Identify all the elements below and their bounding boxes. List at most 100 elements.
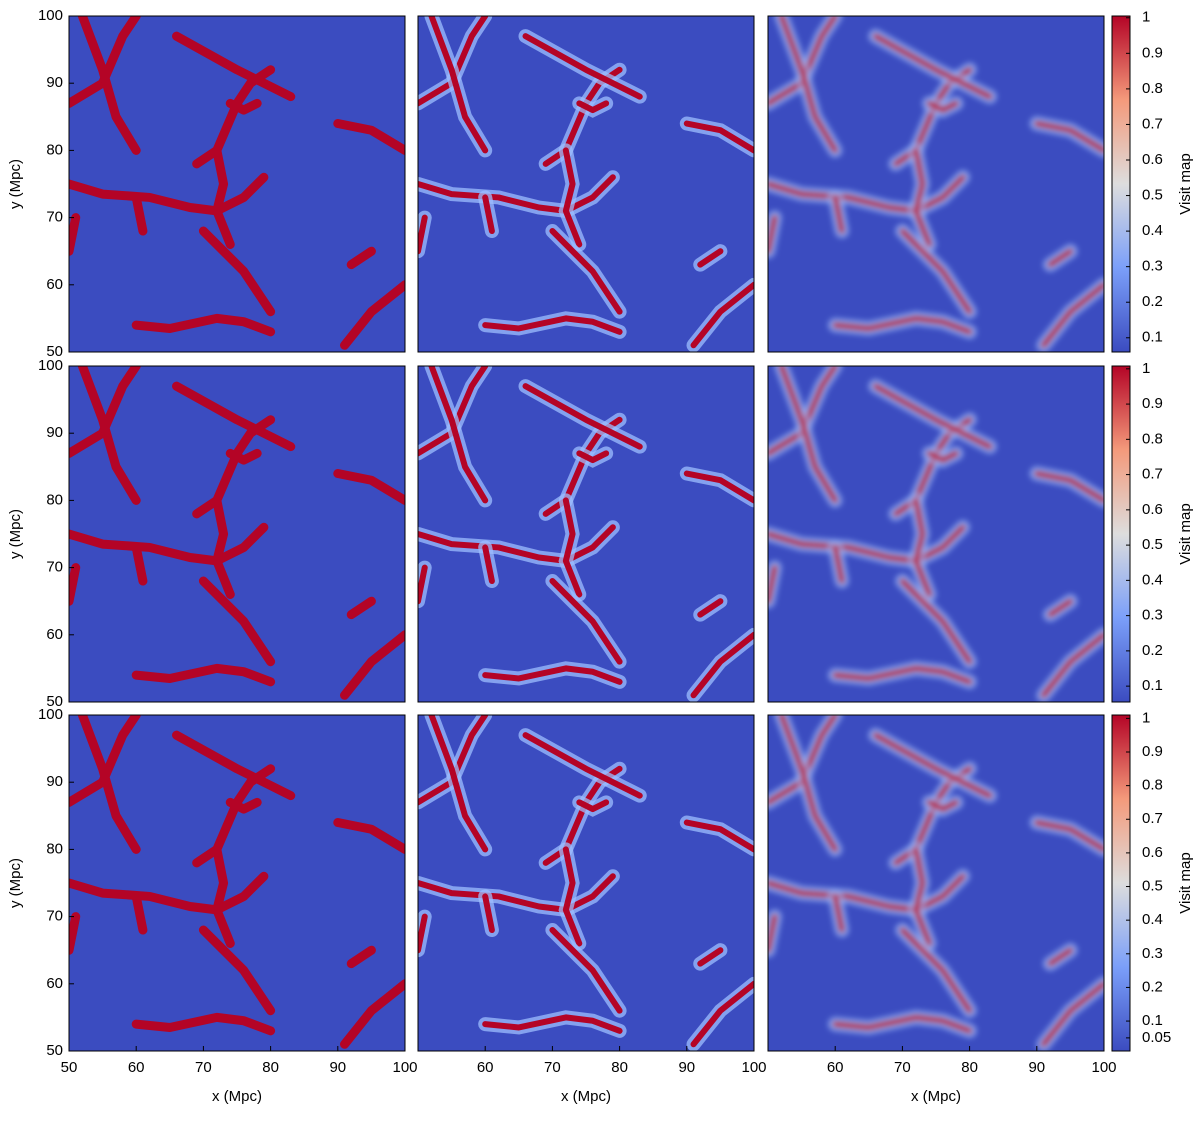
filament	[346, 246, 376, 270]
filament	[926, 100, 960, 114]
filament	[899, 228, 973, 315]
colorbar-tick-label: 0.8	[1142, 777, 1163, 794]
filament	[212, 495, 235, 599]
filaments	[418, 715, 754, 1051]
filament	[340, 979, 405, 1049]
colorbar-tick-label: 0.1	[1142, 1012, 1163, 1029]
y-tick-label: 100	[38, 7, 63, 24]
filament	[69, 912, 81, 955]
filament	[131, 313, 276, 337]
colorbar-tick-label: 0.8	[1142, 430, 1163, 447]
filament	[576, 100, 610, 114]
panel: 0.1 0.2 0.3 0.4 0.5 0.6 0.7 0.8 0.9 1 Visit map	[767, 360, 1194, 703]
y-tick-label: 70	[46, 908, 63, 925]
filament	[346, 596, 376, 620]
filament	[428, 16, 489, 154]
colorbar-tick-label: 0.6	[1142, 844, 1163, 861]
filament	[576, 450, 610, 464]
filament	[899, 927, 973, 1014]
filament	[225, 797, 262, 814]
colorbar-tick-label: 0.6	[1142, 151, 1163, 168]
colorbar-tick-label: 0.5	[1142, 187, 1163, 204]
filament	[418, 524, 616, 564]
filament	[778, 366, 839, 504]
filament	[69, 16, 141, 108]
x-axis-label: x (Mpc)	[911, 1088, 961, 1105]
colorbar-tick-label: 0.1	[1142, 677, 1163, 694]
filament	[832, 1014, 973, 1034]
colorbar-tick-label: 0.4	[1142, 571, 1163, 588]
panel: 50 60 70 80 90 100 y (Mpc)	[7, 7, 406, 360]
x-tick-label: 60	[128, 1059, 145, 1076]
colorbar-tick-label: 0.05	[1142, 1029, 1171, 1046]
filament	[768, 214, 778, 255]
filament	[333, 469, 405, 505]
colorbar-tick-label: 0.3	[1142, 607, 1163, 624]
filament	[172, 381, 296, 452]
filament	[333, 818, 405, 854]
filament	[131, 542, 148, 586]
y-axis-label: y (Mpc)	[7, 159, 24, 209]
filament	[225, 448, 262, 465]
filament	[428, 366, 489, 504]
filament	[690, 631, 754, 699]
colorbar-tick-label: 1	[1142, 360, 1150, 377]
y-axis-label: y (Mpc)	[7, 858, 24, 908]
filament	[482, 194, 495, 235]
filament	[832, 194, 845, 235]
filament	[768, 913, 778, 954]
filament	[549, 228, 623, 315]
filament	[778, 715, 839, 853]
filament	[562, 497, 583, 598]
filament	[482, 315, 623, 335]
panel	[417, 15, 755, 353]
panel: 50 60 70 80 90 100 y (Mpc)	[7, 357, 406, 710]
filament	[912, 497, 933, 598]
filament	[926, 799, 960, 813]
filament	[418, 715, 489, 806]
x-tick-label: 60	[827, 1059, 844, 1076]
y-tick-label: 60	[46, 276, 63, 293]
filament	[340, 280, 405, 350]
panel-frame	[68, 714, 406, 1052]
colorbar-tick-label: 0.2	[1142, 642, 1163, 659]
filaments	[768, 715, 1104, 1051]
y-tick-label: 50	[46, 343, 63, 360]
y-tick-label: 90	[46, 424, 63, 441]
colorbar-tick-label: 0.9	[1142, 395, 1163, 412]
filament	[690, 281, 754, 349]
filament	[1047, 947, 1074, 967]
colorbar-tick-label: 0.1	[1142, 329, 1163, 346]
filament	[768, 873, 966, 913]
filament	[346, 945, 376, 969]
filament	[778, 16, 839, 154]
filament	[77, 715, 141, 854]
filament	[482, 665, 623, 685]
colorbar-tick-label: 1	[1142, 9, 1150, 26]
filament	[768, 524, 966, 564]
filament	[418, 564, 428, 605]
panel-frame	[68, 15, 406, 353]
filament	[768, 174, 966, 214]
filament	[418, 16, 489, 107]
filament	[562, 846, 583, 947]
filament	[872, 732, 993, 799]
y-tick-label: 80	[46, 840, 63, 857]
filament	[1040, 980, 1104, 1048]
y-tick-label: 60	[46, 975, 63, 992]
colorbar-tick-label: 0.8	[1142, 80, 1163, 97]
filament	[522, 383, 643, 450]
filament	[522, 732, 643, 799]
x-tick-label: 60	[477, 1059, 494, 1076]
colorbar-label: Visit map	[1177, 852, 1194, 913]
y-tick-label: 90	[46, 74, 63, 91]
filament	[1033, 470, 1104, 504]
filament	[418, 913, 428, 954]
filament	[1047, 248, 1074, 268]
filament	[1040, 631, 1104, 699]
y-tick-label: 90	[46, 773, 63, 790]
panel-frame	[417, 365, 755, 703]
colorbar-tick-label: 0.2	[1142, 293, 1163, 310]
colorbar-tick-label: 0.2	[1142, 978, 1163, 995]
filaments	[418, 16, 754, 352]
